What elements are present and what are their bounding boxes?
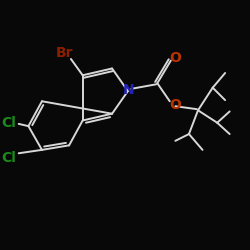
- Text: Cl: Cl: [2, 151, 16, 165]
- Text: O: O: [169, 51, 181, 65]
- Text: Cl: Cl: [2, 116, 16, 130]
- Text: Br: Br: [56, 46, 73, 60]
- Text: N: N: [123, 83, 135, 97]
- Text: O: O: [170, 98, 181, 112]
